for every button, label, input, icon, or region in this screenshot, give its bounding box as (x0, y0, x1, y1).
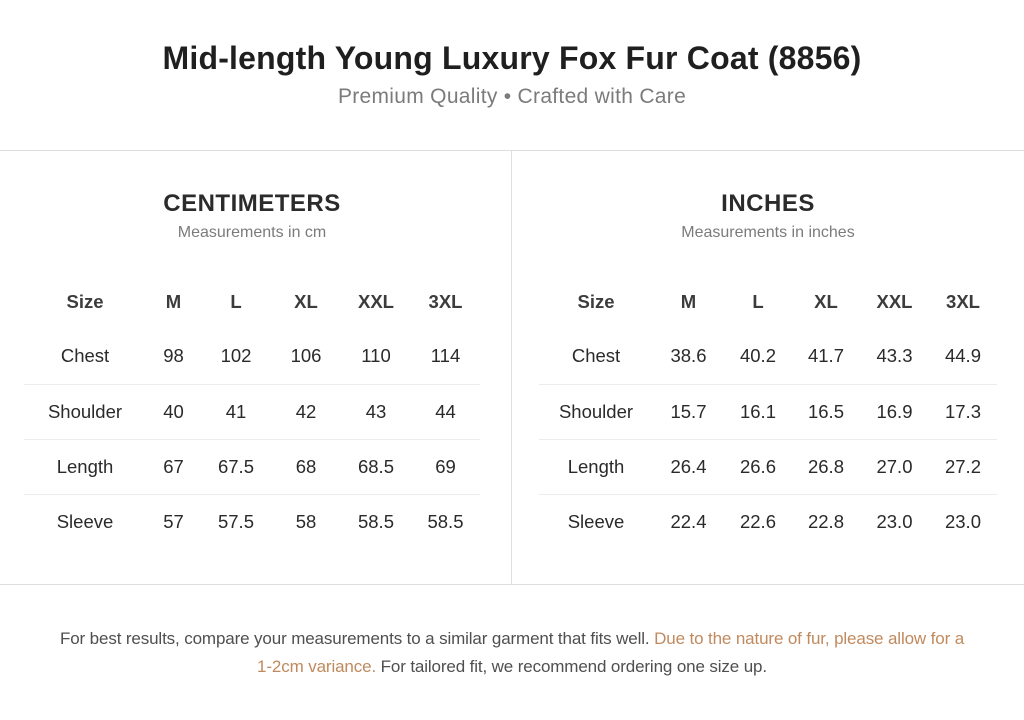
size-column-header: M (680, 290, 697, 312)
size-header-row: Size M L XL XXL 3XL (539, 274, 997, 329)
measurement-value: 58.5 (411, 493, 480, 549)
measurement-value: 16.9 (860, 383, 929, 439)
size-column-header: L (752, 290, 764, 312)
measurement-value: 42 (271, 383, 341, 439)
measurement-row: Chest 38.6 40.2 41.7 43.3 44.9 (539, 329, 997, 384)
measurement-value: 22.8 (792, 493, 860, 549)
measurement-row: Length 26.4 26.6 26.8 27.0 27.2 (539, 438, 997, 494)
measurement-row-label: Shoulder (539, 383, 653, 439)
measurement-row: Length 67 67.5 68 68.5 69 (24, 438, 480, 494)
measurement-value: 98 (163, 345, 184, 367)
size-column-header: 3XL (428, 290, 463, 312)
size-column-header: XXL (876, 290, 913, 312)
measurement-row: Chest 98 102 106 110 114 (24, 329, 480, 384)
measurement-row-label: Chest (60, 345, 110, 367)
measurement-value: 43 (341, 383, 411, 439)
measurement-value: 44.9 (944, 345, 981, 367)
measurement-value: 68.5 (341, 438, 411, 494)
measurement-value: 15.7 (653, 383, 724, 439)
measurement-row-label: Shoulder (24, 383, 146, 439)
measurement-value: 40.2 (739, 345, 776, 367)
measurement-value: 44 (411, 383, 480, 439)
measurement-value: 106 (290, 345, 322, 367)
measurement-panels: CENTIMETERS Measurements in cm Size M L XL X… (0, 151, 1024, 585)
fit-note: For best results, compare your measureme… (0, 585, 1024, 720)
measurement-value: 69 (411, 438, 480, 494)
measurement-value: 58 (271, 493, 341, 549)
size-column-header: L (230, 290, 242, 312)
page-title: Mid-length Young Luxury Fox Fur Coat (88… (162, 40, 862, 76)
measurement-row-label: Chest (571, 345, 621, 367)
measurement-value: 16.5 (792, 383, 860, 439)
measurement-value: 102 (220, 345, 252, 367)
size-column-header: M (165, 290, 182, 312)
measurement-value: 27.0 (860, 438, 929, 494)
size-column-header: XL (814, 290, 838, 312)
panel-inches-subtitle: Measurements in inches (681, 224, 855, 241)
size-column-header: Size (577, 290, 615, 312)
measurement-value: 68 (271, 438, 341, 494)
fit-note-highlight: Due to the nature of fur, please allow f… (257, 629, 965, 676)
measurement-row: Shoulder 40 41 42 43 44 (24, 383, 480, 439)
measurement-value: 43.3 (876, 345, 913, 367)
measurement-value: 16.1 (724, 383, 792, 439)
size-header-row: Size M L XL XXL 3XL (24, 274, 480, 329)
page-header: Mid-length Young Luxury Fox Fur Coat (88… (0, 0, 1024, 151)
measurement-value: 22.4 (653, 493, 724, 549)
size-column-header: XL (294, 290, 318, 312)
measurement-row-label: Length (24, 438, 146, 494)
measurement-value: 17.3 (929, 383, 997, 439)
measurement-value: 26.4 (653, 438, 724, 494)
inches-table: Size M L XL XXL 3XL Chest 38.6 40.2 41.7 43.3 44.9 S… (539, 274, 997, 549)
measurement-value: 26.6 (724, 438, 792, 494)
measurement-row-label: Sleeve (539, 493, 653, 549)
measurement-row: Sleeve 22.4 22.6 22.8 23.0 23.0 (539, 493, 997, 549)
fit-note-after: For tailored fit, we recommend ordering … (376, 657, 767, 676)
measurement-value: 67.5 (201, 438, 271, 494)
measurement-value: 41.7 (807, 345, 844, 367)
measurement-value: 41 (201, 383, 271, 439)
measurement-row: Shoulder 15.7 16.1 16.5 16.9 17.3 (539, 383, 997, 439)
page-subtitle: Premium Quality • Crafted with Care (337, 85, 687, 108)
measurement-value: 58.5 (341, 493, 411, 549)
size-column-header: XXL (358, 290, 394, 312)
measurement-row-label: Length (539, 438, 653, 494)
panel-centimeters-title: CENTIMETERS (163, 190, 341, 217)
fit-note-before: For best results, compare your measureme… (59, 629, 655, 648)
measurement-value: 22.6 (724, 493, 792, 549)
measurement-value: 23.0 (860, 493, 929, 549)
measurement-row: Sleeve 57 57.5 58 58.5 58.5 (24, 493, 480, 549)
size-column-header: Size (66, 290, 104, 312)
centimeters-table: Size M L XL XXL 3XL Chest 98 102 106 110 114 Shoulde… (24, 274, 480, 549)
measurement-row-label: Sleeve (24, 493, 146, 549)
panel-centimeters: CENTIMETERS Measurements in cm Size M L XL X… (0, 151, 512, 584)
measurement-value: 67 (146, 438, 201, 494)
measurement-value: 38.6 (670, 345, 707, 367)
panel-inches: INCHES Measurements in inches Size M L XL XX… (512, 151, 1024, 584)
fit-note-text: For best results, compare your measureme… (52, 625, 972, 681)
measurement-value: 27.2 (929, 438, 997, 494)
measurement-value: 26.8 (792, 438, 860, 494)
size-column-header: 3XL (946, 290, 980, 312)
measurement-value: 23.0 (929, 493, 997, 549)
measurement-value: 57 (146, 493, 201, 549)
measurement-value: 114 (430, 345, 461, 367)
panel-centimeters-subtitle: Measurements in cm (177, 224, 327, 241)
measurement-value: 40 (146, 383, 201, 439)
measurement-value: 57.5 (201, 493, 271, 549)
panel-inches-title: INCHES (721, 190, 815, 217)
measurement-value: 110 (361, 345, 391, 367)
